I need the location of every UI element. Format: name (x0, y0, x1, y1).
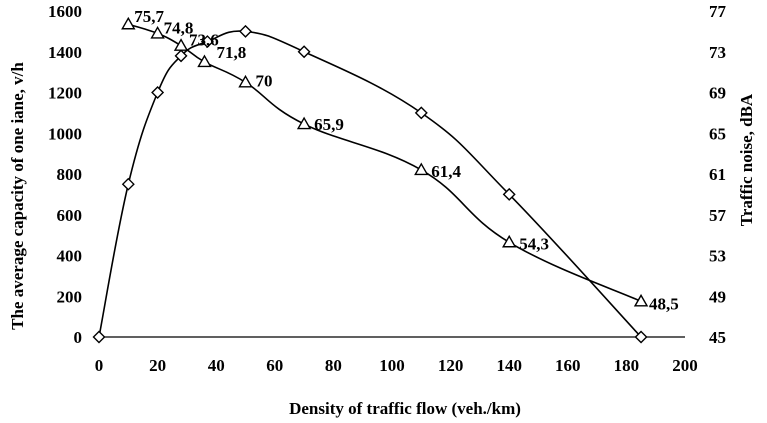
x-tick-label: 120 (438, 356, 464, 375)
noise-data-label: 48,5 (649, 294, 679, 313)
y-left-tick-label: 400 (57, 247, 83, 266)
noise-point (296, 116, 312, 130)
x-tick-label: 80 (325, 356, 342, 375)
capacity-point (634, 330, 648, 344)
capacity-point (414, 106, 428, 120)
y-left-tick-label: 1000 (48, 124, 82, 143)
x-tick-label: 0 (95, 356, 104, 375)
y-left-tick-label: 200 (57, 287, 83, 306)
y-right-tick-label: 77 (709, 2, 727, 21)
noise-point (173, 38, 189, 51)
y-left-axis-title: The average capacity of one iane, v/h (8, 62, 27, 330)
x-tick-label: 180 (614, 356, 640, 375)
noise-point (197, 54, 212, 68)
y-right-tick-label: 45 (709, 328, 726, 347)
x-tick-label: 200 (672, 356, 698, 375)
noise-data-label: 70 (256, 71, 273, 90)
y-right-tick-label: 53 (709, 247, 726, 266)
noise-point (238, 74, 253, 88)
noise-point (150, 26, 165, 39)
capacity-point (239, 24, 252, 38)
x-tick-label: 140 (496, 356, 522, 375)
tick-labels: 0 20 40 60 80 100 120 140 160 180 200 0 200 400 600 800… (48, 2, 727, 375)
y-left-tick-label: 0 (74, 328, 83, 347)
y-right-tick-label: 57 (709, 206, 727, 225)
noise-point (501, 234, 517, 248)
y-right-tick-label: 73 (709, 43, 726, 62)
noise-data-label: 54,3 (519, 234, 549, 253)
capacity-point (297, 45, 311, 59)
series-noise (121, 16, 649, 307)
noise-point (633, 293, 649, 307)
y-left-tick-label: 1200 (48, 84, 82, 103)
noise-data-label: 74,8 (164, 18, 194, 37)
capacity-point (121, 177, 135, 191)
noise-point (121, 16, 136, 30)
y-left-tick-label: 1600 (48, 2, 82, 21)
capacity-point (200, 35, 214, 49)
noise-data-label: 73,6 (189, 31, 219, 50)
x-axis-title: Density of traffic flow (veh./km) (289, 399, 521, 418)
capacity-point (151, 86, 165, 99)
x-tick-label: 160 (555, 356, 581, 375)
y-right-axis-title: Traffic noise, dBA (737, 93, 756, 226)
y-left-tick-label: 800 (57, 165, 83, 184)
x-tick-label: 20 (149, 356, 166, 375)
capacity-point (502, 187, 516, 201)
y-right-tick-label: 49 (709, 287, 726, 306)
noise-data-label: 71,8 (216, 43, 246, 62)
noise-data-label: 65,9 (314, 115, 344, 134)
noise-point (414, 162, 429, 176)
y-right-tick-label: 61 (709, 165, 726, 184)
capacity-point (174, 49, 188, 63)
capacity-point (92, 330, 106, 344)
noise-data-label: 75,7 (134, 7, 164, 26)
series-capacity (92, 24, 648, 344)
x-tick-label: 100 (379, 356, 405, 375)
y-left-tick-label: 1400 (48, 43, 82, 62)
noise-data-label: 61,4 (431, 162, 461, 181)
y-left-tick-label: 600 (57, 206, 83, 225)
x-tick-label: 60 (266, 356, 283, 375)
capacity-line (98, 30, 642, 338)
y-right-tick-label: 65 (709, 124, 726, 143)
x-tick-label: 40 (208, 356, 225, 375)
y-right-tick-label: 69 (709, 84, 726, 103)
data-labels: 75,774,873,671,8 70 65,9 61,4 54,3 48,5 (134, 7, 679, 313)
